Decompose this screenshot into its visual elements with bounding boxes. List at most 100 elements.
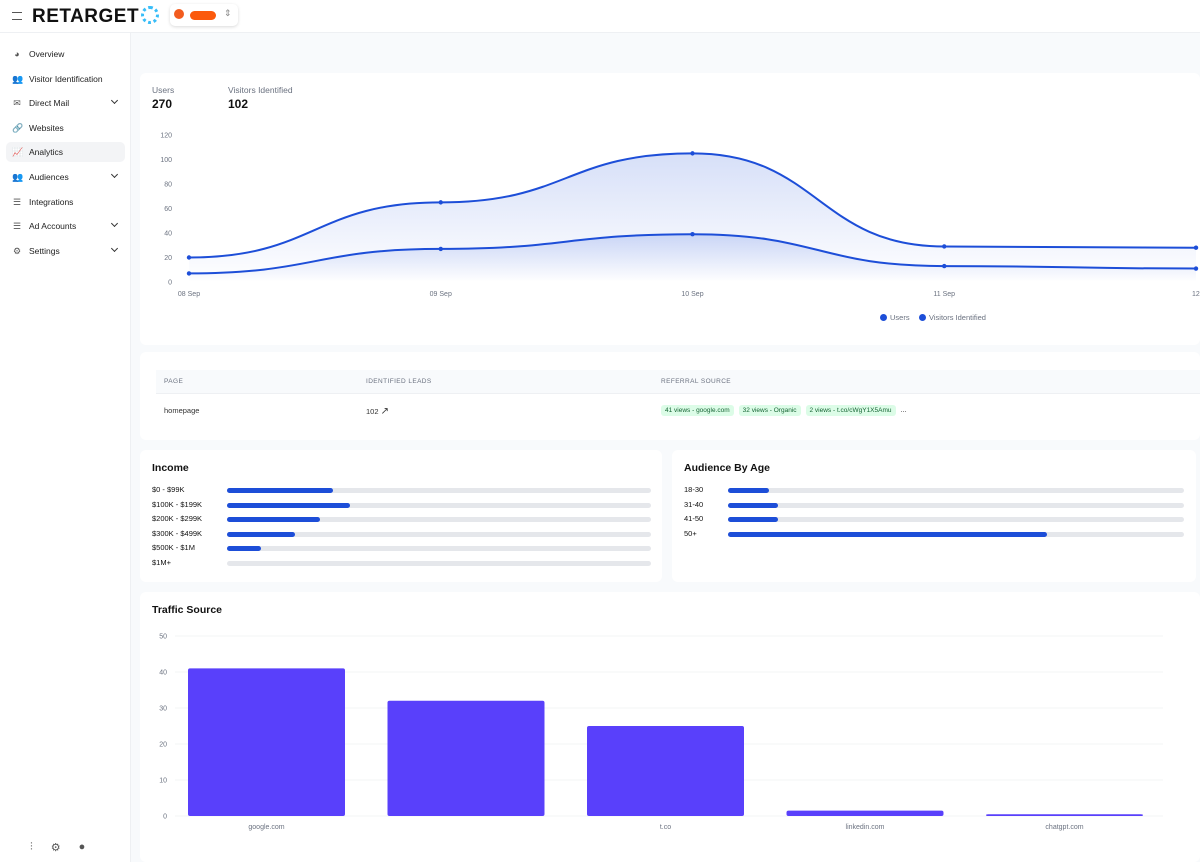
sidebar-item-label: Audiences — [29, 172, 69, 182]
analytics-icon: 📈 — [12, 147, 24, 158]
referral-tag: 32 views - Organic — [738, 405, 801, 416]
sidebar-item-label: Ad Accounts — [29, 221, 77, 232]
income-row-label: $300K - $499K — [152, 528, 203, 538]
sidebar-item-label: Analytics — [29, 147, 64, 158]
overview-chart-card: Users 270 Visitors Identified 102 — [140, 73, 1200, 345]
income-bar-track — [227, 517, 651, 522]
external-link-icon[interactable]: ↗ — [380, 406, 389, 417]
org-avatar — [174, 9, 184, 19]
col-leads: IDENTIFIED LEADS — [366, 378, 432, 385]
age-bar-fill — [728, 531, 1048, 537]
logo-text: RETARGET — [32, 6, 140, 27]
row-page[interactable]: homepage — [164, 406, 200, 415]
gear-icon: ⚙ — [12, 245, 22, 256]
more-button[interactable]: ... — [900, 405, 907, 414]
sidebar-item-settings[interactable]: ⚙ Settings — [6, 241, 125, 261]
age-row-label: 31-40 — [684, 499, 704, 509]
sliders-icon: ☰ — [12, 196, 22, 207]
sidebar-item-visitor-identification[interactable]: 👥 Visitor Identification — [6, 69, 125, 89]
menu-icon[interactable] — [12, 12, 22, 20]
visitors-value: 102 — [228, 97, 249, 111]
chevron-down-icon[interactable] — [110, 244, 119, 252]
income-bar-fill — [227, 531, 295, 537]
age-bar-track — [728, 488, 1184, 493]
sidebar-item-analytics[interactable]: 📈 Analytics — [6, 142, 125, 163]
income-row-label: $100K - $199K — [152, 499, 203, 509]
sliders-icon[interactable]: ⫶ — [30, 841, 33, 853]
sidebar-item-websites[interactable]: 🔗 Websites — [6, 118, 125, 138]
income-bar-track — [227, 531, 651, 537]
income-row-label: $0 - $99K — [152, 485, 185, 494]
traffic-source-card: Traffic Source — [140, 592, 1200, 862]
income-bar-fill — [227, 517, 321, 522]
income-bar-track — [227, 546, 651, 551]
sidebar-item-direct-mail[interactable]: ✉ Direct Mail — [6, 93, 125, 113]
sidebar-item-ad-accounts[interactable]: ☰ Ad Accounts — [6, 216, 125, 236]
sidebar-item-label: Settings — [29, 245, 60, 256]
income-row-label: $200K - $299K — [152, 514, 203, 523]
income-row-label: $1M+ — [152, 557, 171, 567]
age-bar-track — [728, 531, 1184, 537]
age-row-label: 41-50 — [684, 514, 704, 523]
pages-table: PAGE IDENTIFIED LEADS REFERRAL SOURCE ho… — [140, 352, 1200, 440]
chevron-down-icon[interactable] — [110, 220, 119, 228]
users-label: Users — [152, 85, 175, 95]
income-bar-track — [227, 502, 651, 508]
pie-chart-icon: ◕ — [14, 49, 20, 59]
referral-tag: 41 views - google.com — [661, 405, 734, 416]
users-icon: 👥 — [12, 73, 24, 84]
income-bar-fill — [227, 488, 333, 493]
gear-icon[interactable]: ⚙ — [50, 842, 61, 854]
income-bar-track — [227, 488, 651, 493]
sidebar-item-label: Overview — [29, 49, 65, 59]
sidebar-footer: ⫶ ⚙ ● — [30, 841, 85, 854]
mail-icon: ✉ — [13, 98, 21, 109]
age-bar-track — [728, 502, 1184, 508]
sidebar-item-label: Integrations — [29, 196, 74, 207]
income-card: Income $0 - $99K $100K - $199K $200K - $29… — [140, 450, 662, 582]
leads-value: 102 — [366, 407, 379, 416]
visitors-label: Visitors Identified — [228, 85, 293, 95]
chevron-down-icon[interactable] — [110, 97, 119, 105]
users-value: 270 — [152, 97, 173, 111]
col-referral: REFERRAL SOURCE — [661, 378, 732, 385]
col-page: PAGE — [164, 378, 184, 385]
chevron-updown-icon: ⇕ — [224, 8, 232, 18]
logo[interactable]: RETARGET — [32, 6, 160, 28]
organization-switcher[interactable]: ⇕ — [170, 4, 238, 26]
referral-tag: 2 views - t.co/cWgY1X5Amu — [805, 405, 896, 416]
sliders-icon: ☰ — [12, 221, 22, 232]
age-card: Audience By Age 18-30 31-40 41-50 50+ — [672, 450, 1196, 582]
income-row-label: $500K - $1M — [152, 543, 195, 552]
legend-dot — [880, 314, 887, 321]
legend-dot — [919, 314, 926, 321]
sidebar-item-integrations[interactable]: ☰ Integrations — [6, 192, 125, 212]
sidebar-item-label: Direct Mail — [29, 98, 70, 109]
age-row-label: 50+ — [684, 528, 697, 538]
sidebar-item-overview[interactable]: ◕ Overview — [6, 44, 125, 64]
income-bar-fill — [227, 502, 350, 508]
age-row-label: 18-30 — [684, 485, 704, 494]
table-header — [156, 370, 1200, 394]
org-name — [190, 11, 216, 20]
link-icon: 🔗 — [12, 122, 24, 133]
income-title: Income — [152, 462, 189, 474]
legend-item[interactable]: Users — [880, 313, 910, 322]
age-bar-track — [728, 517, 1184, 522]
language-flag-icon[interactable]: ● — [78, 841, 86, 853]
top-bar: RETARGET ⇕ — [0, 0, 1200, 33]
legend-item[interactable]: Visitors Identified — [919, 313, 986, 322]
age-bar-fill — [728, 502, 779, 508]
income-bar-fill — [227, 546, 261, 551]
sidebar-item-label: Visitor Identification — [29, 73, 103, 84]
logo-io-icon — [141, 6, 160, 24]
row-leads: 102 ↗ — [366, 406, 389, 417]
legend-label: Visitors Identified — [929, 313, 986, 322]
sidebar: ⫶ ⚙ ● ◕ Overview 👥 Visitor Identification ✉ D… — [0, 33, 131, 862]
referral-tags: 41 views - google.com 32 views - Organic 2… — [661, 405, 907, 416]
income-bar-track — [227, 560, 651, 566]
traffic-title: Traffic Source — [152, 604, 223, 616]
legend-label: Users — [890, 313, 910, 322]
chevron-down-icon[interactable] — [110, 170, 119, 179]
sidebar-item-audiences[interactable]: 👥 Audiences — [6, 167, 125, 187]
